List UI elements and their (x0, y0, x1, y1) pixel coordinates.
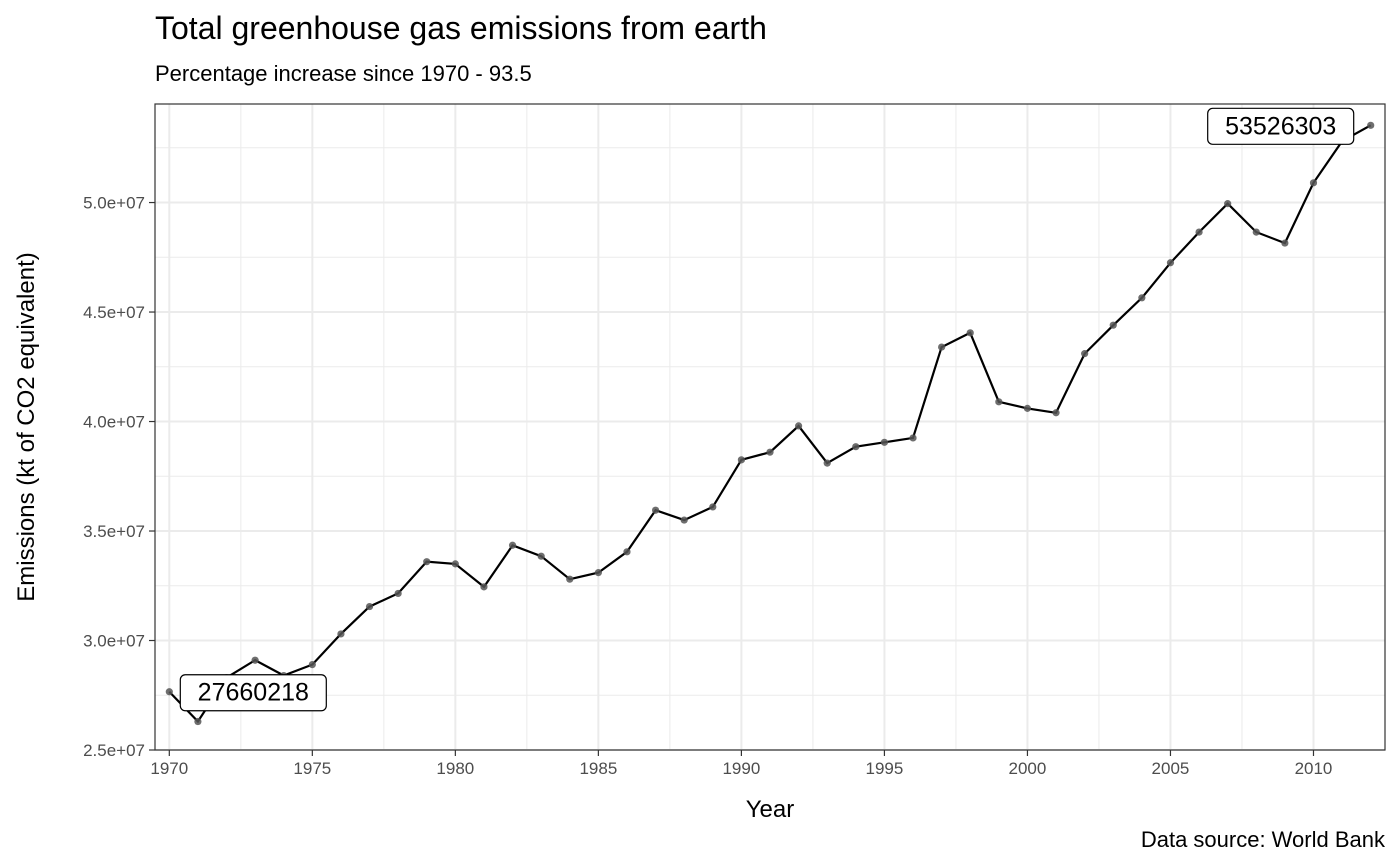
data-point (1224, 200, 1232, 208)
chart-caption: Data source: World Bank (1140, 827, 1385, 852)
y-axis: 2.5e+07 3.0e+07 3.5e+07 4.0e+07 4.5e+07 5.0e+… (83, 194, 155, 760)
data-point (1281, 239, 1289, 247)
chart-subtitle: Percentage increase since 1970 - 93.5 (155, 61, 532, 86)
y-tick-label: 4.0e+07 (83, 413, 145, 432)
data-label-text: 27660218 (198, 679, 309, 707)
x-tick-label: 2005 (1152, 759, 1190, 778)
data-points (165, 121, 1375, 726)
data-point (394, 589, 402, 598)
data-point (1081, 350, 1089, 358)
x-tick-label: 1975 (293, 759, 331, 778)
data-point (1252, 228, 1260, 236)
x-tick-label: 2010 (1295, 759, 1333, 778)
data-label: 27660218 (179, 674, 327, 712)
data-point (680, 516, 688, 524)
data-point (623, 548, 631, 556)
data-point (651, 506, 660, 514)
data-point (165, 688, 173, 696)
major-gridlines (155, 104, 1385, 751)
y-tick-label: 3.0e+07 (83, 632, 145, 651)
y-tick-label: 3.5e+07 (83, 522, 145, 541)
data-point (880, 438, 889, 446)
data-point (938, 343, 946, 351)
data-point (194, 717, 202, 726)
x-tick-label: 1995 (866, 759, 904, 778)
data-point (537, 552, 545, 560)
data-point (566, 575, 574, 583)
data-labels: 27660218 53526303 (179, 107, 1355, 712)
data-point (737, 456, 745, 464)
emissions-series-line (168, 124, 1372, 724)
data-label-text: 53526303 (1225, 112, 1336, 140)
data-point (1309, 179, 1318, 187)
data-point (823, 459, 831, 467)
x-tick-label: 1980 (436, 759, 474, 778)
data-point (1138, 294, 1146, 302)
data-label: 53526303 (1207, 107, 1355, 145)
data-point (451, 560, 459, 568)
data-point (308, 660, 316, 669)
data-point (337, 630, 345, 638)
x-axis-title: Year (746, 796, 795, 823)
chart-title: Total greenhouse gas emissions from eart… (155, 10, 767, 46)
data-point (508, 541, 517, 549)
x-tick-label: 2000 (1009, 759, 1047, 778)
minor-gridlines (155, 104, 1385, 750)
data-point (480, 583, 488, 591)
data-label-box (179, 674, 327, 712)
y-tick-label: 5.0e+07 (83, 194, 145, 213)
data-point (365, 602, 374, 611)
y-tick-label: 4.5e+07 (83, 303, 145, 322)
data-point (594, 569, 602, 577)
data-point (1367, 121, 1375, 129)
data-point (1052, 409, 1060, 417)
data-point (1166, 259, 1175, 267)
y-axis-title: Emissions (kt of CO2 equivalent) (13, 252, 40, 601)
data-point (909, 434, 917, 442)
panel-border (154, 103, 1386, 751)
data-point (423, 558, 431, 566)
data-point (1023, 404, 1032, 412)
x-axis: 1970 1975 1980 1985 1990 1995 2000 2005 2010 (150, 750, 1332, 778)
x-tick-label: 1970 (150, 759, 188, 778)
data-point (795, 422, 803, 430)
data-point (1195, 228, 1203, 236)
data-point (852, 443, 860, 451)
y-tick-label: 2.5e+07 (83, 741, 145, 760)
data-point (966, 329, 974, 337)
x-tick-label: 1985 (579, 759, 617, 778)
x-tick-label: 1990 (722, 759, 760, 778)
data-point (995, 398, 1003, 406)
data-point (709, 503, 717, 511)
data-point (1109, 321, 1117, 329)
data-label-box (1207, 107, 1355, 145)
data-point (766, 448, 774, 456)
data-point (251, 656, 259, 664)
